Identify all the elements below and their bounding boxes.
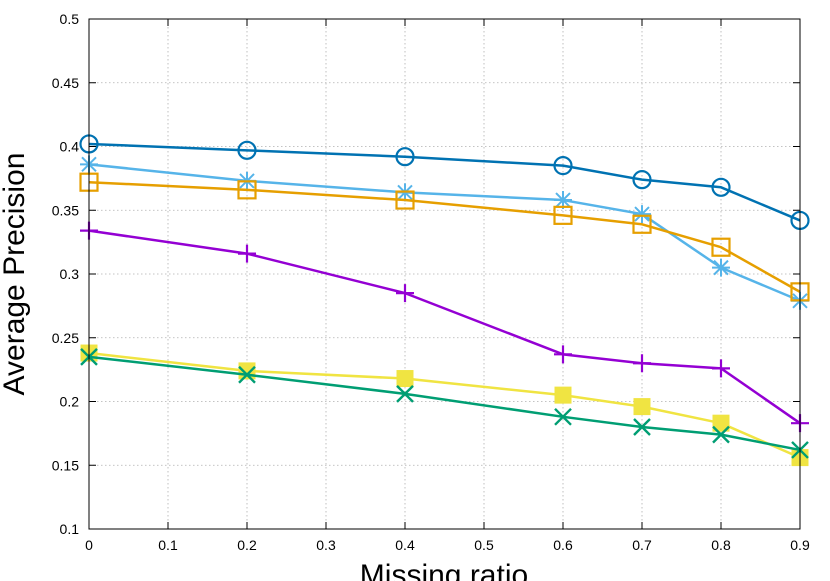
- y-axis-ticks: 0.1 0.15 0.2 0.25 0.3 0.35 0.4 0.45 0.5: [52, 11, 800, 537]
- point-plus: [712, 359, 730, 378]
- y-axis-title: Average Precision: [0, 153, 31, 396]
- point-asterisk: [712, 258, 730, 277]
- plot-frame: [88, 18, 801, 530]
- x-tick-label: 0.3: [316, 537, 336, 553]
- x-axis-ticks: 0 0.1 0.2 0.3 0.4 0.5 0.6 0.7 0.8 0.9: [85, 19, 810, 553]
- point-circle: [553, 156, 573, 176]
- y-tick-label: 0.5: [60, 11, 80, 27]
- point-square: [711, 237, 731, 257]
- point-circle: [395, 147, 415, 167]
- series-cross: [80, 348, 809, 459]
- point-filled-square: [396, 370, 414, 388]
- point-asterisk: [633, 205, 651, 224]
- x-tick-label: 0.8: [711, 537, 731, 553]
- point-asterisk: [554, 191, 572, 210]
- point-square: [553, 205, 573, 225]
- point-circle: [711, 177, 731, 197]
- series-circle: [79, 134, 810, 231]
- series-filled-square: [80, 344, 809, 467]
- x-tick-label: 0.6: [553, 537, 573, 553]
- point-filled-square: [554, 386, 572, 404]
- y-tick-label: 0.35: [52, 202, 79, 218]
- grid-lines: [89, 19, 800, 529]
- series-line: [88, 355, 801, 452]
- point-plus: [238, 244, 256, 263]
- x-axis-title: Missing ratio: [360, 559, 528, 581]
- point-plus: [633, 354, 651, 373]
- point-plus: [554, 345, 572, 364]
- series-group: [79, 134, 810, 467]
- y-tick-label: 0.2: [60, 394, 80, 410]
- y-tick-label: 0.1: [60, 521, 80, 537]
- point-square: [632, 214, 652, 234]
- series-asterisk: [80, 155, 809, 310]
- y-tick-label: 0.3: [60, 266, 80, 282]
- series-line: [88, 229, 801, 425]
- point-cross: [712, 425, 730, 444]
- x-tick-label: 0.9: [790, 537, 810, 553]
- y-tick-label: 0.15: [52, 457, 79, 473]
- series-line: [88, 142, 801, 222]
- series-line: [88, 180, 801, 293]
- point-circle: [237, 140, 257, 160]
- point-cross: [396, 385, 414, 403]
- x-tick-label: 0.2: [237, 537, 257, 553]
- y-tick-label: 0.25: [52, 330, 79, 346]
- point-circle: [632, 170, 652, 190]
- point-square: [237, 180, 257, 200]
- y-tick-label: 0.4: [60, 139, 80, 155]
- point-cross: [633, 418, 651, 436]
- x-tick-label: 0.7: [632, 537, 652, 553]
- series-square: [79, 172, 810, 302]
- point-plus: [396, 284, 414, 303]
- point-filled-square: [633, 398, 651, 416]
- x-tick-label: 0.1: [158, 537, 178, 553]
- x-tick-label: 0.5: [474, 537, 494, 553]
- y-tick-label: 0.45: [52, 75, 79, 91]
- point-cross: [554, 407, 572, 426]
- x-tick-label: 0: [85, 537, 93, 553]
- x-tick-label: 0.4: [395, 537, 415, 553]
- point-square: [395, 190, 415, 210]
- point-filled-square: [712, 414, 730, 432]
- point-cross: [238, 365, 256, 384]
